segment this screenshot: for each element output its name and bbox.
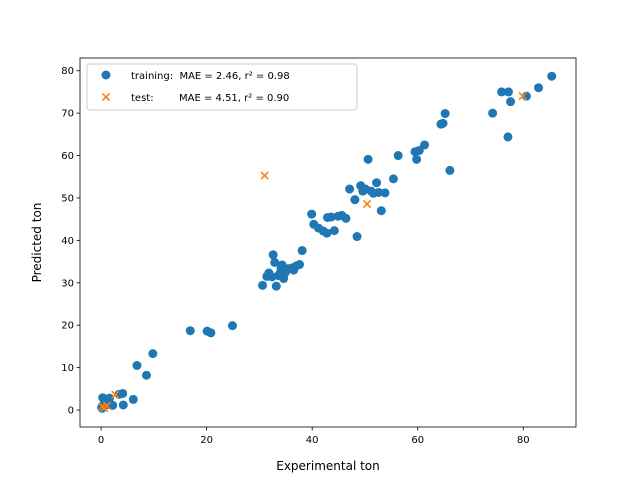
points-layer	[97, 71, 557, 413]
training-point	[440, 109, 450, 119]
test-point	[362, 199, 372, 209]
x-tick-label: 80	[517, 435, 530, 446]
y-tick-label: 70	[61, 109, 74, 120]
x-tick-label: 20	[200, 435, 213, 446]
y-tick-label: 20	[61, 321, 74, 332]
training-point	[547, 71, 557, 81]
training-point	[322, 228, 332, 238]
y-tick-label: 60	[61, 151, 74, 162]
y-tick-label: 50	[61, 193, 74, 204]
training-point	[307, 209, 317, 219]
legend-marker-training	[101, 70, 111, 80]
training-point	[271, 281, 281, 291]
training-point	[118, 388, 128, 398]
training-point	[141, 370, 151, 380]
training-point	[329, 226, 339, 236]
training-point	[227, 321, 237, 331]
y-tick-label: 10	[61, 363, 74, 374]
training-point	[132, 361, 142, 370]
training-point	[438, 118, 448, 128]
legend-marker-test	[101, 92, 111, 102]
x-tick-label: 60	[411, 435, 424, 446]
training-point	[297, 246, 307, 256]
y-axis-label: Predicted ton	[30, 203, 44, 283]
training-point	[352, 232, 362, 242]
training-point	[497, 87, 507, 97]
x-tick-label: 0	[98, 435, 104, 446]
test-point	[111, 390, 120, 399]
training-point	[185, 326, 195, 336]
x-tick-label: 40	[306, 435, 319, 446]
training-point	[206, 328, 216, 338]
training-point	[268, 250, 278, 260]
training-point	[372, 178, 382, 188]
training-point	[270, 257, 280, 267]
y-tick-label: 30	[61, 278, 74, 289]
training-point	[376, 206, 386, 216]
training-point	[345, 184, 355, 194]
x-axis-label: Experimental ton	[276, 459, 380, 473]
training-point	[388, 174, 398, 184]
training-point	[503, 87, 513, 97]
test-point	[518, 92, 527, 101]
legend-entry-training: training: MAE = 2.46, r² = 0.98	[131, 71, 290, 82]
training-point	[380, 188, 390, 198]
training-point	[258, 280, 268, 290]
legend-test-marker	[101, 92, 111, 102]
training-point	[326, 212, 336, 222]
y-tick-label: 80	[61, 66, 74, 77]
training-point	[393, 151, 403, 161]
legend: training: MAE = 2.46, r² = 0.98 test: MA…	[86, 63, 358, 111]
training-point	[503, 132, 513, 142]
legend-entry-test: test: MAE = 4.51, r² = 0.90	[131, 93, 289, 104]
training-point	[295, 260, 305, 270]
test-point	[260, 171, 269, 180]
training-point	[341, 213, 351, 223]
training-point	[488, 108, 498, 118]
test-point	[102, 401, 112, 410]
legend-box	[86, 63, 358, 111]
y-tick-label: 40	[61, 236, 74, 247]
training-point	[412, 154, 422, 164]
training-point	[350, 195, 360, 205]
training-point	[506, 97, 516, 107]
training-point	[445, 165, 455, 175]
training-point	[128, 394, 138, 404]
axes-layer: 0 20 40 60 80 0 10 20 30 40 50 60 70 80	[61, 57, 577, 446]
training-point	[534, 83, 544, 93]
y-tick-label: 0	[68, 406, 74, 417]
training-point	[118, 400, 128, 410]
axes-frame	[79, 57, 577, 428]
legend-training-marker	[101, 70, 111, 80]
plot-area	[80, 58, 576, 427]
training-point	[105, 393, 115, 403]
training-point	[420, 140, 430, 150]
training-point	[363, 154, 373, 164]
training-point	[148, 349, 158, 359]
